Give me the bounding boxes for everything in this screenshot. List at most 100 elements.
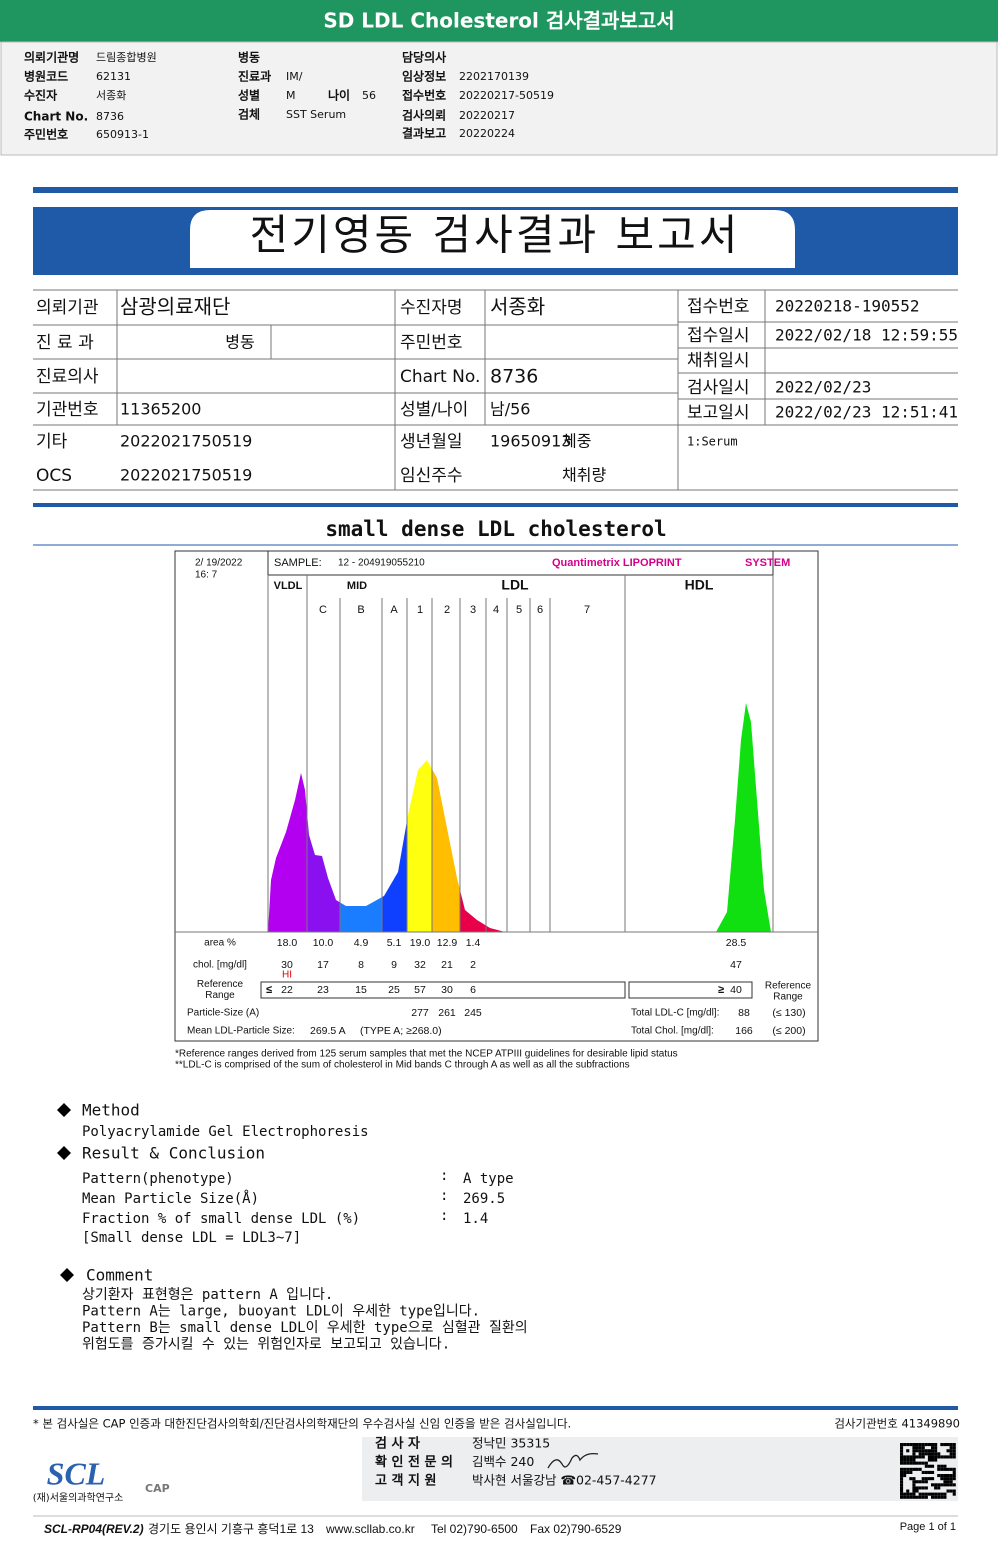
lp-value: 25 bbox=[388, 984, 400, 996]
lp-label: Mean LDL-Particle Size: bbox=[187, 1026, 295, 1037]
info-value: IM/ bbox=[286, 70, 303, 83]
lp-value: 30 bbox=[441, 984, 453, 996]
qr-cell bbox=[909, 1495, 913, 1499]
qr-cell bbox=[921, 1446, 925, 1450]
phone: Tel 02)790-6500 bbox=[431, 1522, 518, 1536]
qr-cell bbox=[934, 1483, 938, 1487]
qr-cell bbox=[924, 1449, 928, 1453]
lp-time: 16: 7 bbox=[195, 570, 218, 581]
cell-label: 임신주수 bbox=[400, 466, 463, 486]
qr-cell bbox=[912, 1446, 916, 1450]
qr-cell bbox=[909, 1461, 913, 1465]
qr-cell bbox=[952, 1449, 956, 1453]
qr-cell bbox=[940, 1483, 944, 1487]
qr-cell bbox=[927, 1470, 931, 1474]
qr-cell bbox=[921, 1477, 925, 1481]
qr-cell bbox=[952, 1452, 956, 1456]
lp-row-label: Range bbox=[773, 992, 803, 1003]
qr-cell bbox=[946, 1489, 950, 1493]
qr-cell bbox=[912, 1495, 916, 1499]
cell-label: 채취량 bbox=[562, 466, 606, 485]
lp-band: C bbox=[319, 604, 327, 616]
info-value: 62131 bbox=[96, 70, 131, 83]
qr-cell bbox=[900, 1477, 904, 1481]
qr-cell bbox=[900, 1461, 904, 1465]
qr-cell bbox=[940, 1455, 944, 1459]
cell-label: 수진자명 bbox=[400, 298, 463, 318]
lp-band: B bbox=[357, 604, 364, 616]
lp-label: Total LDL-C [mg/dl]: bbox=[631, 1008, 719, 1019]
qr-cell bbox=[943, 1495, 947, 1499]
qr-cell bbox=[912, 1452, 916, 1456]
qr-cell bbox=[943, 1492, 947, 1496]
info-label: 임상정보 bbox=[402, 69, 446, 84]
qr-cell bbox=[931, 1477, 935, 1481]
qr-cell bbox=[949, 1477, 953, 1481]
cell-label: 기타 bbox=[36, 432, 68, 452]
signer-value: 박사현 서울강남 ☎02-457-4277 bbox=[472, 1473, 657, 1488]
qr-cell bbox=[906, 1461, 910, 1465]
qr-cell bbox=[921, 1495, 925, 1499]
lp-value: 1.4 bbox=[466, 937, 481, 949]
rule bbox=[33, 187, 958, 193]
section-heading: Method bbox=[82, 1101, 140, 1120]
info-value: M bbox=[286, 89, 296, 102]
qr-cell bbox=[931, 1458, 935, 1462]
qr-cell bbox=[924, 1477, 928, 1481]
lp-row-label: Range bbox=[205, 990, 235, 1001]
qr-cell bbox=[903, 1495, 907, 1499]
signer-label: 확 인 전 문 의 bbox=[375, 1454, 453, 1470]
info-label: 나이 bbox=[328, 88, 350, 103]
lp-value: 30 bbox=[281, 959, 293, 971]
qr-cell bbox=[918, 1492, 922, 1496]
qr-cell bbox=[943, 1483, 947, 1487]
footer-note: * 본 검사실은 CAP 인증과 대한진단검사의학회/진단검사의학재단의 우수검… bbox=[33, 1417, 571, 1431]
qr-cell bbox=[921, 1449, 925, 1453]
qr-cell bbox=[927, 1449, 931, 1453]
qr-cell bbox=[924, 1470, 928, 1474]
result-separator: : bbox=[440, 1168, 448, 1184]
qr-cell bbox=[900, 1486, 904, 1490]
qr-cell bbox=[937, 1455, 941, 1459]
page-number: Page 1 of 1 bbox=[900, 1521, 956, 1533]
qr-cell bbox=[912, 1483, 916, 1487]
qr-cell bbox=[940, 1443, 944, 1447]
lp-value: 18.0 bbox=[277, 937, 298, 949]
info-value: 서종화 bbox=[96, 89, 126, 102]
qr-cell bbox=[937, 1486, 941, 1490]
info-value: SST Serum bbox=[286, 108, 346, 121]
lp-value: 6 bbox=[470, 984, 476, 996]
info-label: 성별 bbox=[238, 88, 260, 103]
qr-cell bbox=[915, 1461, 919, 1465]
body-text: [Small dense LDL = LDL3~7] bbox=[82, 1230, 301, 1246]
qr-cell bbox=[931, 1446, 935, 1450]
lp-row-label: chol. [mg/dl] bbox=[193, 960, 247, 971]
result-separator: : bbox=[440, 1188, 448, 1204]
lp-brand: Quantimetrix LIPOPRINT bbox=[552, 557, 682, 569]
cell-label: 진 료 과 bbox=[36, 333, 94, 353]
qr-cell bbox=[952, 1470, 956, 1474]
qr-cell bbox=[918, 1486, 922, 1490]
rule bbox=[33, 503, 958, 507]
qr-cell bbox=[915, 1455, 919, 1459]
qr-cell bbox=[946, 1480, 950, 1484]
qr-cell bbox=[900, 1458, 904, 1462]
qr-cell bbox=[931, 1449, 935, 1453]
qr-code bbox=[900, 1443, 956, 1499]
qr-cell bbox=[924, 1452, 928, 1456]
lp-brand: SYSTEM bbox=[745, 557, 790, 569]
qr-cell bbox=[912, 1480, 916, 1484]
body-text: Polyacrylamide Gel Electrophoresis bbox=[82, 1124, 369, 1140]
body-text: Pattern B는 small dense LDL이 우세한 type으로 심… bbox=[82, 1320, 528, 1336]
qr-cell bbox=[921, 1480, 925, 1484]
lp-value: 9 bbox=[391, 959, 397, 971]
body-text: Pattern A는 large, buoyant LDL이 우세한 type입… bbox=[82, 1304, 480, 1320]
signer-value: 정낙민 35315 bbox=[472, 1436, 550, 1451]
qr-cell bbox=[949, 1455, 953, 1459]
qr-cell bbox=[912, 1486, 916, 1490]
qr-cell bbox=[949, 1446, 953, 1450]
footnote: *Reference ranges derived from 125 serum… bbox=[175, 1049, 678, 1060]
lp-flag: HI bbox=[282, 970, 292, 981]
info-value: 드림종합병원 bbox=[96, 51, 157, 64]
qr-cell bbox=[934, 1486, 938, 1490]
